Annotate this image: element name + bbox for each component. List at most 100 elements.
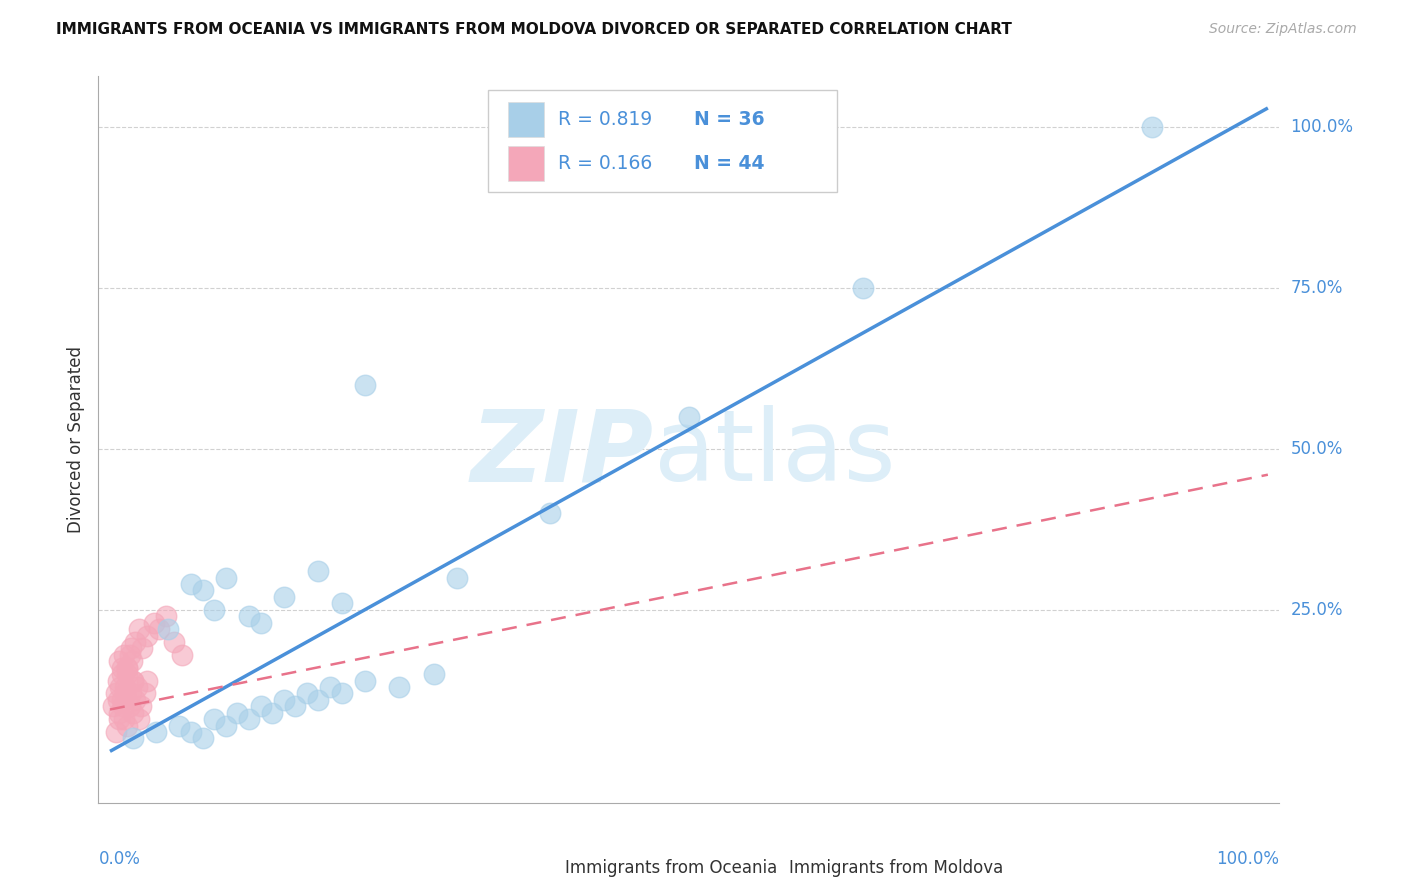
Point [307,693,329,707]
Point [122,731,145,746]
Point [353,377,375,392]
Point [155,609,177,624]
Point [111,699,134,714]
Text: N = 36: N = 36 [693,110,765,129]
Point [307,564,329,578]
Point [180,725,202,739]
Point [145,725,167,739]
Text: 0.0%: 0.0% [98,850,141,868]
Point [249,615,271,630]
Point [120,641,142,656]
Point [128,622,150,636]
Point [129,699,152,714]
Point [124,693,146,707]
Text: 100.0%: 100.0% [1216,850,1279,868]
Bar [508,145,544,180]
Point [852,281,875,295]
Y-axis label: Divorced or Separated: Divorced or Separated [66,346,84,533]
Point [353,673,375,688]
Text: IMMIGRANTS FROM OCEANIA VS IMMIGRANTS FROM MOLDOVA DIVORCED OR SEPARATED CORRELA: IMMIGRANTS FROM OCEANIA VS IMMIGRANTS FR… [56,22,1012,37]
FancyBboxPatch shape [488,90,837,192]
Text: R = 0.819: R = 0.819 [558,110,652,129]
Point [295,686,318,700]
Point [273,693,295,707]
Point [330,686,353,700]
Point [110,661,132,675]
Text: 50.0%: 50.0% [1291,440,1343,458]
Point [388,680,411,694]
Text: Source: ZipAtlas.com: Source: ZipAtlas.com [1209,22,1357,37]
Point [117,661,139,675]
Point [110,667,132,681]
Point [262,706,284,720]
Point [131,641,153,656]
Point [112,712,135,726]
Point [215,718,238,732]
Point [163,635,186,649]
Point [104,725,127,739]
Point [238,712,260,726]
Point [122,673,145,688]
Point [112,648,135,662]
Point [134,686,156,700]
Point [125,680,148,694]
Point [156,622,179,636]
Text: 25.0%: 25.0% [1291,601,1343,619]
Text: atlas: atlas [654,405,896,502]
Point [122,706,145,720]
Point [114,680,136,694]
Point [118,648,141,662]
Point [117,667,139,681]
Point [108,706,131,720]
Point [1140,120,1163,135]
Point [124,635,146,649]
Point [202,603,225,617]
Text: R = 0.166: R = 0.166 [558,153,652,172]
Point [191,731,214,746]
Point [118,699,141,714]
Point [202,712,225,726]
Point [148,622,170,636]
Point [180,577,202,591]
Text: Immigrants from Moldova: Immigrants from Moldova [789,859,1004,877]
Text: ZIP: ZIP [471,405,654,502]
Point [319,680,342,694]
Point [128,712,150,726]
Point [678,409,700,424]
Point [136,628,159,642]
Bar [530,857,553,880]
Point [238,609,260,624]
Point [117,718,139,732]
Point [108,712,131,726]
Point [136,673,159,688]
Point [191,583,214,598]
Point [170,648,193,662]
Point [215,571,238,585]
Point [249,699,271,714]
Point [423,667,446,681]
Point [284,699,307,714]
Point [122,673,145,688]
Point [104,686,127,700]
Point [107,673,129,688]
Point [103,699,125,714]
Text: 100.0%: 100.0% [1291,119,1354,136]
Bar [754,857,778,880]
Text: 75.0%: 75.0% [1291,279,1343,297]
Point [446,571,468,585]
Point [107,693,129,707]
Point [114,686,136,700]
Point [330,596,353,610]
Point [121,654,143,668]
Point [226,706,249,720]
Point [110,693,132,707]
Point [143,615,166,630]
Point [110,680,132,694]
Point [120,686,142,700]
Point [117,661,139,675]
Text: Immigrants from Oceania: Immigrants from Oceania [565,859,778,877]
Point [169,718,191,732]
Point [108,654,131,668]
Text: N = 44: N = 44 [693,153,765,172]
Bar [508,102,544,136]
